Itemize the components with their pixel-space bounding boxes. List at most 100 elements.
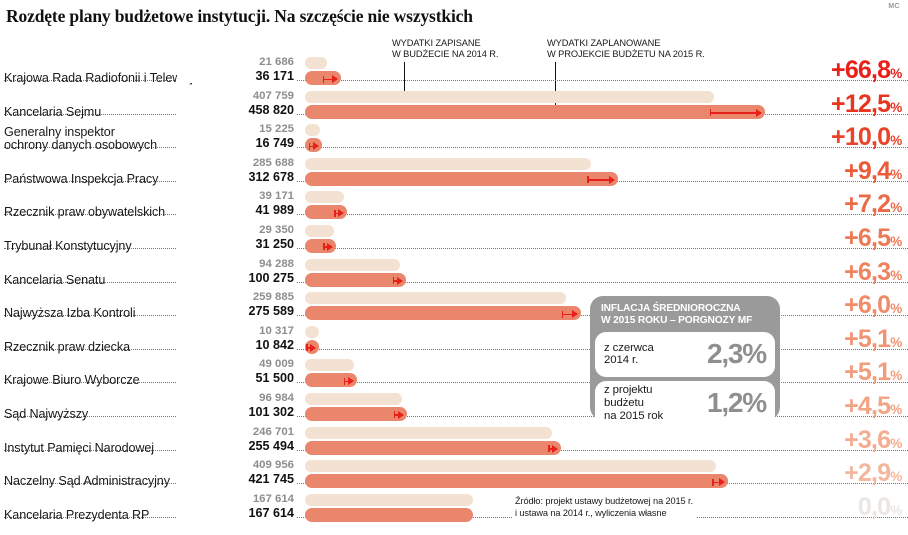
- change-percent-number: +7,2: [844, 190, 891, 219]
- change-percent-symbol: %: [890, 368, 902, 384]
- chart-row: Rzecznik praw obywatelskich 39 171 41 989 +…: [0, 189, 908, 223]
- growth-arrow: [334, 209, 345, 218]
- institution-label: Rzecznik praw dziecka: [4, 339, 130, 354]
- value-2014: 259 885: [177, 291, 297, 304]
- inflation-forecast-june-caption: z czerwca 2014 r.: [604, 341, 654, 367]
- inflation-callout-title: INFLACJA ŚREDNIOROCZNA W 2015 ROKU – POR…: [601, 303, 753, 327]
- bar-2014: [305, 90, 714, 103]
- bar-2014: [305, 258, 400, 271]
- growth-arrow-head: [552, 444, 559, 453]
- change-percent: +9,4%: [762, 158, 902, 188]
- change-percent: +5,1%: [762, 359, 902, 389]
- chart-row: Generalny inspektor ochrony danych osobo…: [0, 122, 908, 156]
- value-2015: 51 500: [177, 371, 297, 386]
- growth-arrow-stem: [587, 179, 615, 181]
- change-percent-symbol: %: [890, 401, 902, 417]
- growth-arrow-stem: [561, 313, 578, 316]
- institution-label: Krajowa Rada Radiofonii i Telewizji: [4, 71, 196, 85]
- change-percent: +6,3%: [762, 259, 902, 289]
- growth-arrow-stem: [322, 78, 338, 81]
- value-2015: 16 749: [177, 136, 297, 151]
- change-percent-symbol: %: [890, 133, 902, 149]
- change-percent-symbol: %: [890, 166, 902, 182]
- inflation-forecast-budget-caption: z projektu budżetu na 2015 rok: [604, 384, 664, 422]
- value-2014: 21 686: [177, 56, 297, 68]
- change-percent: +6,0%: [762, 292, 902, 322]
- bar-2014: [305, 157, 592, 170]
- value-2015: 101 302: [177, 404, 297, 419]
- value-2015: 36 171: [177, 69, 297, 83]
- chart-row: Naczelny Sąd Administracyjny 409 956 421 7…: [0, 458, 908, 492]
- growth-arrow: [393, 410, 404, 419]
- bar-2014: [305, 124, 321, 137]
- growth-arrow: [343, 377, 354, 386]
- growth-arrow-head: [310, 343, 316, 352]
- bar-2015: [305, 306, 582, 321]
- change-percent-number: +9,4: [844, 156, 891, 185]
- institution-label: Kancelaria Sejmu: [4, 104, 102, 119]
- value-2014: 407 759: [177, 89, 297, 102]
- change-percent-number: +12,5: [831, 89, 891, 118]
- change-percent-number: +6,0: [844, 291, 891, 320]
- leader-dots: [4, 80, 908, 82]
- growth-arrow-head: [397, 410, 404, 419]
- bar-2014: [305, 224, 335, 237]
- chart-row: Państwowa Inspekcja Pracy 285 688 312 678 +…: [0, 156, 908, 190]
- chart-row: Instytut Pamięci Narodowej 246 701 255 494…: [0, 425, 908, 459]
- bar-2014: [305, 57, 327, 69]
- institution-label: Najwyższa Izba Kontroli: [4, 306, 136, 321]
- chart-row: Krajowa Rada Radiofonii i Telewizji 21 68…: [0, 55, 908, 89]
- growth-arrow: [392, 276, 403, 285]
- institution-label: Trybunał Konstytucyjny: [4, 238, 132, 253]
- change-percent-symbol: %: [890, 267, 902, 283]
- growth-arrow-head: [338, 209, 345, 218]
- change-percent-number: +5,1: [844, 324, 891, 353]
- institution-label: Naczelny Sąd Administracyjny: [4, 474, 170, 489]
- chart-row: Rzecznik praw dziecka 10 317 10 842 +5,1%: [0, 324, 908, 358]
- change-percent-symbol: %: [890, 200, 902, 216]
- value-2014: 10 317: [177, 324, 297, 337]
- change-percent-number: 0,0: [857, 492, 891, 521]
- institution-label: Kancelaria Prezydenta RP: [4, 507, 150, 522]
- growth-arrow-stem: [709, 112, 761, 114]
- leader-dots: [4, 416, 908, 418]
- value-2014: 39 171: [177, 190, 297, 203]
- legend-label-2014: WYDATKI ZAPISANE W BUDŻECIE NA 2014 R.: [392, 38, 499, 60]
- value-2015: 10 842: [177, 337, 297, 352]
- bar-2015: [305, 272, 406, 287]
- change-percent-number: +3,6: [844, 425, 891, 454]
- inflation-forecast-june: z czerwca 2014 r. 2,3%: [595, 331, 775, 377]
- leader-dots: [4, 281, 908, 283]
- value-2014: 167 614: [177, 492, 297, 505]
- growth-arrow-head: [718, 478, 725, 487]
- change-percent-number: +6,5: [844, 223, 891, 252]
- change-percent: +2,9%: [762, 460, 902, 490]
- change-percent: +5,1%: [762, 326, 902, 356]
- institution-label: Państwowa Inspekcja Pracy: [4, 171, 159, 186]
- change-percent-symbol: %: [890, 469, 902, 485]
- change-percent: +66,8%: [762, 57, 902, 87]
- value-2014: 409 956: [177, 459, 297, 472]
- value-2015: 458 820: [177, 102, 297, 117]
- chart-rows: Krajowa Rada Radiofonii i Telewizji 21 68…: [0, 55, 908, 525]
- growth-arrow: [587, 175, 616, 184]
- institution-label: Rzecznik praw obywatelskich: [4, 205, 166, 220]
- source-note: Źródło: projekt ustawy budżetowej na 201…: [512, 496, 696, 519]
- value-2014: 246 701: [177, 425, 297, 438]
- change-percent-number: +5,1: [844, 358, 891, 387]
- change-percent-symbol: %: [890, 66, 902, 81]
- growth-arrow-head: [347, 377, 354, 386]
- change-percent-number: +66,8: [831, 56, 891, 84]
- chart-row: Najwyższa Izba Kontroli 259 885 275 589 +6,…: [0, 290, 908, 324]
- value-2015: 41 989: [177, 203, 297, 218]
- institution-label: Instytut Pamięci Narodowej: [4, 440, 154, 455]
- change-percent-symbol: %: [890, 99, 902, 115]
- growth-arrow: [308, 142, 319, 151]
- growth-arrow-head: [332, 75, 339, 83]
- value-2014: 29 350: [177, 223, 297, 236]
- chart-row: Kancelaria Prezydenta RP 167 614 167 614 0,…: [0, 492, 908, 526]
- bar-2014: [305, 191, 345, 204]
- institution-label: Kancelaria Senatu: [4, 272, 106, 287]
- legend-leader-line-2014: [404, 62, 405, 98]
